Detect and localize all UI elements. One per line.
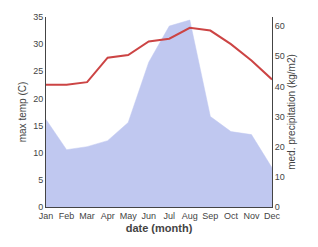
svg-text:Oct: Oct bbox=[224, 211, 239, 221]
svg-text:60: 60 bbox=[275, 21, 285, 31]
svg-text:Nov: Nov bbox=[243, 211, 260, 221]
svg-text:10: 10 bbox=[275, 172, 285, 182]
svg-text:35: 35 bbox=[33, 12, 43, 22]
svg-text:30: 30 bbox=[33, 39, 43, 49]
svg-text:5: 5 bbox=[38, 175, 43, 185]
svg-text:date (month): date (month) bbox=[126, 222, 193, 234]
svg-text:40: 40 bbox=[275, 82, 285, 92]
svg-text:med. precipitation (kg/m2): med. precipitation (kg/m2) bbox=[286, 54, 297, 170]
svg-text:0: 0 bbox=[38, 202, 43, 212]
svg-text:0: 0 bbox=[275, 202, 280, 212]
svg-text:Aug: Aug bbox=[182, 211, 198, 221]
svg-text:May: May bbox=[120, 211, 138, 221]
svg-text:max temp (C): max temp (C) bbox=[17, 82, 28, 143]
svg-text:25: 25 bbox=[33, 66, 43, 76]
svg-text:Feb: Feb bbox=[59, 211, 75, 221]
svg-text:Jul: Jul bbox=[164, 211, 176, 221]
svg-text:50: 50 bbox=[275, 51, 285, 61]
svg-text:Dec: Dec bbox=[264, 211, 281, 221]
svg-text:Mar: Mar bbox=[79, 211, 95, 221]
svg-text:10: 10 bbox=[33, 148, 43, 158]
svg-text:30: 30 bbox=[275, 112, 285, 122]
svg-text:Sep: Sep bbox=[202, 211, 218, 221]
svg-text:Jan: Jan bbox=[39, 211, 54, 221]
svg-text:Apr: Apr bbox=[101, 211, 115, 221]
svg-text:20: 20 bbox=[33, 94, 43, 104]
svg-text:20: 20 bbox=[275, 142, 285, 152]
svg-text:15: 15 bbox=[33, 121, 43, 131]
svg-text:Jun: Jun bbox=[141, 211, 156, 221]
